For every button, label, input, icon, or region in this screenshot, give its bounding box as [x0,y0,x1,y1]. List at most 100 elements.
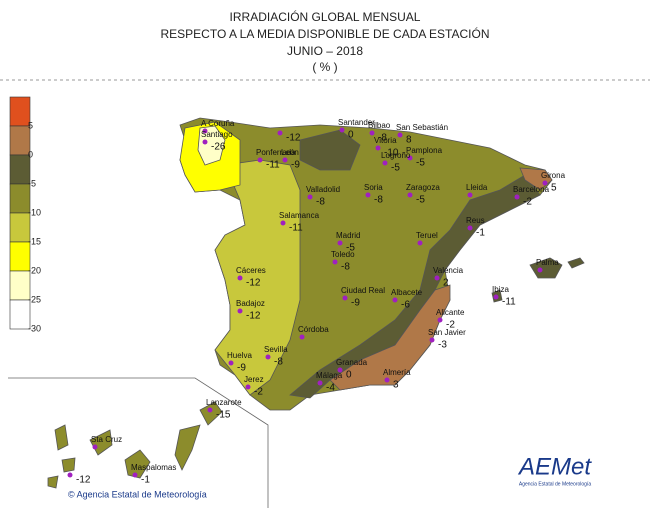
station-dot [257,157,263,163]
station-value: -9 [291,160,300,171]
station-dot [67,472,73,478]
legend-label: 5 [28,120,33,130]
island [567,257,585,269]
island [199,401,223,426]
island [61,457,76,473]
station-value: 0 [346,370,352,381]
station-dot [493,294,499,300]
island [529,257,563,279]
station-name: Salamanca [279,211,320,220]
station-value: -9 [351,298,360,309]
station-dot [337,240,343,246]
station-value: 5 [551,183,557,194]
island [174,424,201,471]
station-value: 2 [443,278,449,289]
station-name: Valencia [433,266,464,275]
station-name: Lleida [466,183,488,192]
station-name: Sta Cruz [91,435,122,444]
legend-swatch [9,154,31,185]
station-value: -11 [289,223,303,234]
station-name: Reus [466,216,485,225]
station-name: Lanzarote [206,398,242,407]
station-dot [375,145,381,151]
station-value: -2 [446,320,455,331]
station-dot [307,194,313,200]
station-value: -8 [378,133,387,144]
title-line: ( % ) [312,60,337,74]
inset-border [8,377,269,508]
station-value: -1 [141,475,150,486]
title-line: JUNIO – 2018 [287,44,363,58]
station-dot [228,360,234,366]
station-name: Ciudad Real [341,286,385,295]
stations: A CoruñaSantiago-26-12Ponferrada-11León-… [67,118,566,486]
station-name: Santiago [201,130,233,139]
station-name: Pamplona [406,146,443,155]
station-value: -8 [274,357,283,368]
station-dot [467,192,473,198]
station-name: Almería [383,368,411,377]
region [197,125,226,166]
station-value: -5 [416,195,425,206]
station-value: -11 [266,160,280,171]
station-dot [537,267,543,273]
legend-label: 0 [28,149,33,159]
logo: AEMet [517,453,592,480]
station-dot [202,139,208,145]
station-dot [207,407,213,413]
station-dot [202,128,208,134]
station-value: -2 [254,387,263,398]
station-value: -5 [346,243,355,254]
station-name: Teruel [416,231,438,240]
station-dot [282,157,288,163]
station-value: -5 [391,163,400,174]
station-dot [339,127,345,133]
station-name: Jerez [244,375,264,384]
station-value: -12 [76,475,91,486]
canaries [8,377,269,508]
station-dot [265,354,271,360]
station-name: Madrid [336,231,360,240]
legend-label: -20 [28,265,41,275]
station-value: -10 [384,148,399,159]
legend-label: -25 [28,294,41,304]
legend-swatch [9,183,31,214]
station-dot [382,160,388,166]
station-name: Sevilla [264,345,288,354]
station-dot [277,130,283,136]
legend-swatch [9,270,31,301]
legend-label: -5 [28,178,36,188]
station-dot [467,225,473,231]
region [329,284,451,391]
station-name: Málaga [316,371,343,380]
station-value: -8 [374,195,383,206]
station-name: Badajoz [236,299,265,308]
legend-label: -30 [28,323,41,333]
station-value: -4 [326,383,335,394]
station-value: -12 [246,311,261,322]
legend-swatch [9,299,31,330]
station-value: -12 [246,278,261,289]
station-name: Cáceres [236,266,266,275]
station-dot [317,380,323,386]
station-dot [392,297,398,303]
island [47,475,59,489]
station-name: Barcelona [513,185,550,194]
station-name: Granada [336,358,368,367]
station-value: -8 [341,262,350,273]
station-name: Maspalomas [131,463,176,472]
title: IRRADIACIÓN GLOBAL MENSUAL RESPECTO A LA… [161,9,490,74]
station-dot [514,194,520,200]
station-dot [245,384,251,390]
legend-label: -15 [28,236,41,246]
station-dot [280,220,286,226]
station-dot [342,295,348,301]
station-name: San Javier [428,328,466,337]
island [124,449,151,479]
station-dot [92,444,98,450]
station-value: -15 [216,410,231,421]
station-dot [365,192,371,198]
station-name: Soria [364,183,383,192]
station-name: Logroño [381,151,411,160]
